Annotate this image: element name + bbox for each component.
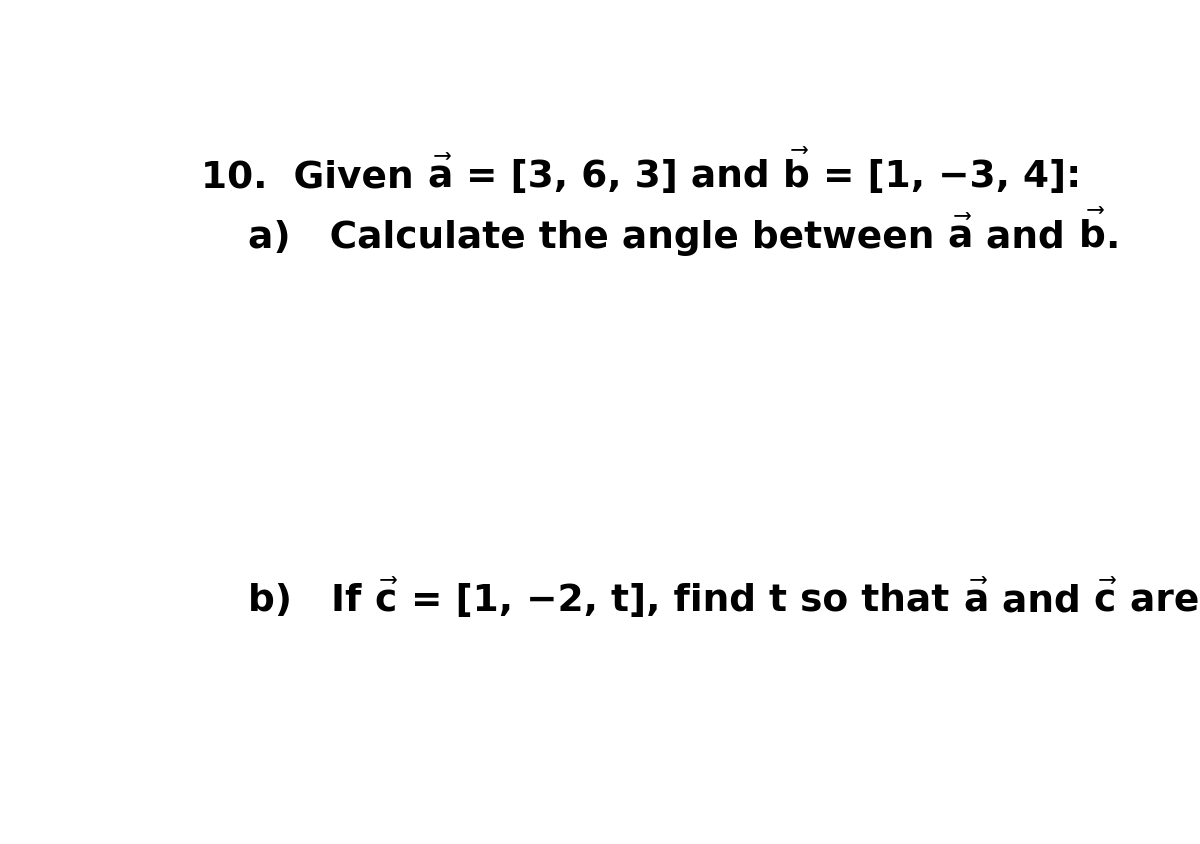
Text: $\vec{\mathbf{a}}$: $\vec{\mathbf{a}}$ [947, 217, 973, 256]
Text: $\vec{\mathbf{b}}$: $\vec{\mathbf{b}}$ [1078, 211, 1105, 256]
Text: and: and [973, 219, 1078, 256]
Text: and: and [989, 583, 1093, 619]
Text: $\vec{\mathbf{a}}$: $\vec{\mathbf{a}}$ [962, 582, 989, 619]
Text: 10.  Given: 10. Given [202, 159, 427, 195]
Text: b)   If: b) If [247, 583, 374, 619]
Text: $\vec{\mathbf{a}}$: $\vec{\mathbf{a}}$ [427, 157, 452, 195]
Text: $\vec{\mathbf{b}}$: $\vec{\mathbf{b}}$ [782, 151, 810, 195]
Text: $\vec{\mathbf{c}}$: $\vec{\mathbf{c}}$ [1093, 582, 1117, 619]
Text: $\vec{\mathbf{c}}$: $\vec{\mathbf{c}}$ [374, 582, 398, 619]
Text: are perpendicular.: are perpendicular. [1117, 583, 1200, 619]
Text: .: . [1105, 219, 1120, 256]
Text: a)   Calculate the angle between: a) Calculate the angle between [247, 219, 947, 256]
Text: = [1, −3, 4]:: = [1, −3, 4]: [810, 159, 1081, 195]
Text: = [3, 6, 3] and: = [3, 6, 3] and [452, 159, 782, 195]
Text: = [1, −2, t], find t so that: = [1, −2, t], find t so that [398, 583, 962, 619]
